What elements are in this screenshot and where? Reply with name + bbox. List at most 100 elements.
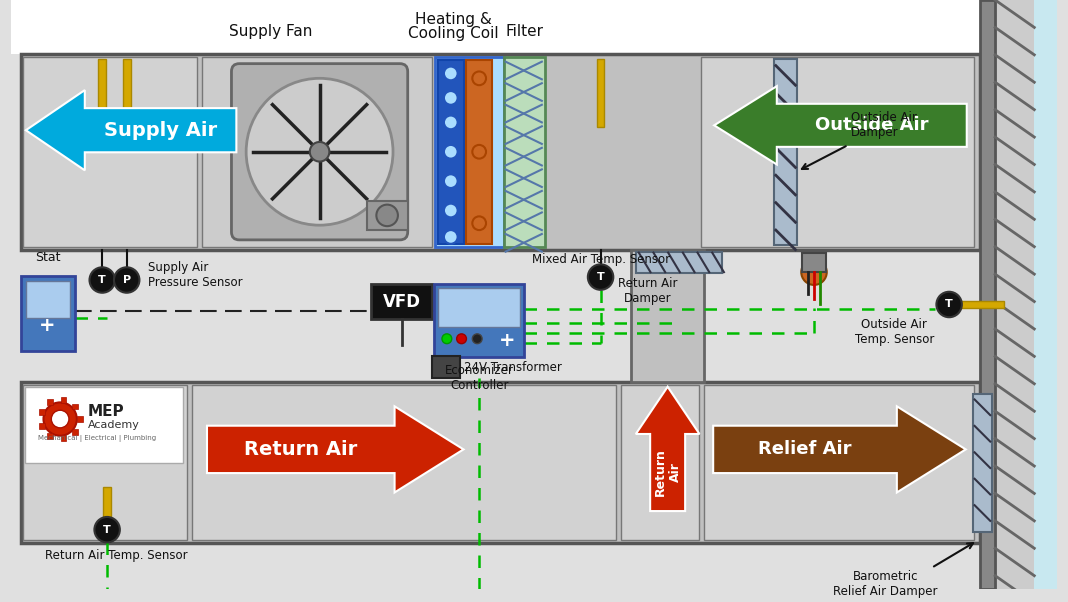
FancyBboxPatch shape (232, 64, 408, 240)
Bar (38, 423, 45, 429)
Circle shape (472, 72, 486, 85)
Bar (363, 130, 403, 173)
Bar (11, 0, 1057, 54)
Bar (1034, 0, 1057, 589)
Text: MEP: MEP (88, 404, 124, 419)
Text: Outside Air
Damper: Outside Air Damper (851, 111, 917, 139)
Bar (47, 399, 53, 405)
Bar (192, 385, 616, 541)
Bar (372, 284, 433, 319)
Text: Return Air
Damper: Return Air Damper (617, 277, 677, 305)
Text: Economizer
Controller: Economizer Controller (444, 364, 514, 393)
Text: Cooling Coil: Cooling Coil (408, 26, 499, 41)
Circle shape (444, 116, 457, 129)
Bar (957, 300, 1004, 308)
Circle shape (457, 334, 467, 344)
Text: Relief Air: Relief Air (758, 441, 852, 458)
Text: +: + (500, 331, 516, 350)
Polygon shape (26, 90, 236, 170)
Bar (25, 386, 184, 463)
Circle shape (444, 145, 457, 158)
Circle shape (114, 267, 140, 293)
Circle shape (444, 91, 457, 105)
Bar (802, 253, 826, 272)
Bar (104, 486, 111, 530)
Circle shape (472, 216, 486, 230)
Circle shape (44, 402, 77, 436)
Bar (635, 252, 722, 273)
Bar (77, 416, 82, 422)
Text: Academy: Academy (88, 420, 140, 430)
Text: T: T (98, 275, 106, 285)
Text: Heating &: Heating & (415, 12, 492, 27)
Bar (123, 59, 130, 125)
Bar (622, 385, 700, 541)
Bar (61, 397, 66, 403)
Text: Mixed Air Temp. Sensor: Mixed Air Temp. Sensor (532, 253, 670, 266)
Bar (22, 57, 198, 247)
Polygon shape (713, 406, 965, 492)
Bar (705, 385, 974, 541)
Text: Supply Air
Pressure Sensor: Supply Air Pressure Sensor (148, 261, 242, 289)
Circle shape (444, 174, 457, 188)
Text: Mechanical | Electrical | Plumbing: Mechanical | Electrical | Plumbing (38, 435, 156, 442)
Text: Filter: Filter (505, 24, 544, 39)
Circle shape (587, 264, 613, 290)
Text: Stat: Stat (34, 252, 60, 264)
Circle shape (376, 205, 398, 226)
Bar (21, 54, 980, 250)
Text: VFD: VFD (382, 293, 421, 311)
Text: T: T (104, 525, 111, 535)
Bar (202, 57, 433, 247)
Polygon shape (635, 386, 700, 511)
Bar (73, 429, 78, 435)
Bar (21, 382, 980, 544)
Text: T: T (597, 272, 604, 282)
Text: Return Air: Return Air (245, 440, 358, 459)
Text: Return
Air: Return Air (654, 448, 681, 497)
Circle shape (444, 230, 457, 244)
Circle shape (937, 292, 962, 317)
Circle shape (51, 410, 69, 428)
Bar (631, 250, 705, 382)
Bar (433, 356, 459, 378)
Polygon shape (714, 86, 967, 164)
Text: Barometric
Relief Air Damper: Barometric Relief Air Damper (833, 570, 938, 598)
Bar (38, 409, 45, 415)
Circle shape (442, 334, 452, 344)
Text: 24V Transformer: 24V Transformer (464, 361, 562, 374)
Bar (434, 284, 524, 358)
Bar (467, 60, 492, 244)
Bar (73, 403, 78, 409)
Text: Outside Air
Temp. Sensor: Outside Air Temp. Sensor (854, 318, 934, 346)
Bar (995, 0, 1045, 589)
Text: +: + (40, 315, 56, 335)
Polygon shape (207, 406, 464, 492)
Circle shape (444, 67, 457, 80)
Bar (437, 57, 530, 247)
Bar (366, 200, 408, 230)
Bar (597, 59, 604, 127)
Bar (435, 57, 504, 247)
Text: P: P (123, 275, 130, 285)
Circle shape (472, 145, 486, 158)
Bar (980, 0, 995, 589)
Circle shape (310, 142, 329, 161)
Circle shape (90, 267, 115, 293)
Text: Supply Fan: Supply Fan (229, 24, 312, 39)
Text: T: T (945, 299, 953, 309)
Bar (61, 435, 66, 441)
Bar (47, 433, 53, 439)
Text: Outside Air: Outside Air (815, 116, 928, 134)
Bar (774, 59, 798, 245)
Circle shape (801, 259, 827, 285)
Bar (26, 281, 69, 318)
Bar (702, 57, 974, 247)
Bar (438, 288, 520, 327)
Text: Return Air Temp. Sensor: Return Air Temp. Sensor (46, 549, 188, 562)
Circle shape (94, 517, 120, 542)
Bar (438, 60, 464, 244)
Text: Supply Air: Supply Air (104, 121, 217, 140)
Bar (22, 385, 187, 541)
Bar (504, 57, 545, 247)
